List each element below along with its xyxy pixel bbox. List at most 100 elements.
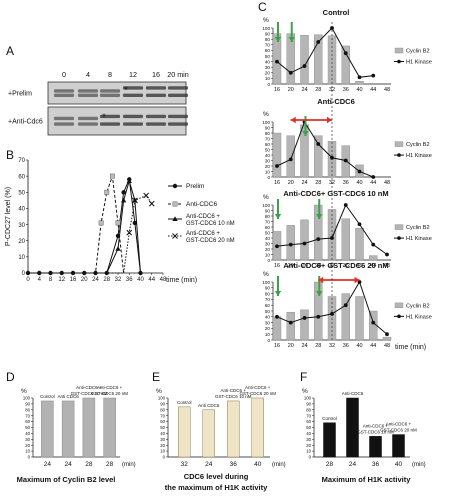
c-xtick-label: 40 <box>356 180 362 186</box>
def-xunit: (min) <box>272 462 286 468</box>
def-bar <box>369 436 382 458</box>
def-ytick-label: 70 <box>306 413 311 418</box>
c-ytick-label: 20 <box>265 164 271 169</box>
c-ytick-label: 80 <box>265 214 271 219</box>
b-xtick-label: 8 <box>49 277 53 283</box>
c-point <box>302 64 307 68</box>
c-point <box>343 158 348 163</box>
c-legend-text: H1 Kinase <box>406 314 432 320</box>
c-green-arrow <box>274 22 282 42</box>
blot-star-prelim: * <box>124 85 128 95</box>
blot-band <box>123 122 143 126</box>
c-ytick-label: 90 <box>265 125 271 130</box>
def-ytick-label: 0 <box>163 455 166 460</box>
blot-band <box>146 86 166 90</box>
panel-e-letter: E <box>152 370 161 384</box>
def-bar-label: GST-CDC6 10 nM <box>357 429 394 434</box>
c-xtick-label: 20 <box>288 87 294 93</box>
c-ytick-label: 70 <box>265 136 271 141</box>
c-ytick-label: 90 <box>265 31 271 36</box>
def-ytick-label: 30 <box>306 437 311 442</box>
c-green-arrow <box>288 22 295 42</box>
def-xtick-label: 24 <box>349 461 357 468</box>
c-xtick-label: 48 <box>384 180 390 186</box>
c-xtick-label: 44 <box>370 343 376 349</box>
c-ytick-label: 40 <box>265 59 271 64</box>
def-xtick-label: 28 <box>85 461 93 468</box>
blot-band <box>100 93 120 98</box>
c-xtick-label: 20 <box>288 343 294 349</box>
blot-band <box>78 122 98 126</box>
b-xtick-label: 24 <box>92 277 99 283</box>
c-xtick-label: 16 <box>274 263 280 269</box>
b-point <box>132 220 138 226</box>
c-xtick-label: 28 <box>315 343 321 349</box>
c-ytick-label: 30 <box>265 158 271 163</box>
c-ytick-label: 90 <box>265 286 271 291</box>
b-point-b <box>126 229 133 236</box>
blot-band <box>168 114 188 119</box>
panel-a-letter: A <box>6 44 15 58</box>
c-point <box>371 242 376 247</box>
def-ytick-label: 60 <box>306 419 311 424</box>
blot-band <box>100 122 120 126</box>
def-ytick-label: 90 <box>160 402 165 407</box>
def-bar <box>251 397 264 458</box>
b-point <box>132 197 138 204</box>
c-xtick-label: 16 <box>274 87 280 93</box>
blot-band <box>123 114 143 119</box>
c-ytick-label: 20 <box>265 326 271 331</box>
def-xtick-label: 24 <box>205 461 213 468</box>
c-line <box>276 120 374 178</box>
def-ytick-label: 20 <box>306 443 311 448</box>
c-xtick-label: 44 <box>370 87 376 93</box>
def-bar-label: GST-CDC6 10 nM <box>71 391 108 396</box>
b-series-line <box>28 194 153 274</box>
c-point <box>302 316 307 320</box>
c-ytick-label: 100 <box>262 280 270 285</box>
def-xtick-label: 24 <box>65 461 73 468</box>
def-bar-label: Control <box>40 394 55 399</box>
c-green-arrow-head <box>316 291 323 296</box>
def-ytick-label: 40 <box>306 431 311 436</box>
blot-band <box>146 114 166 119</box>
b-point-b <box>132 197 138 204</box>
def-ytick-label: 60 <box>160 419 165 424</box>
def-ytick-label: 80 <box>25 407 30 412</box>
def-bar <box>61 400 75 458</box>
c-green-arrow <box>274 276 282 296</box>
b-legend-marker <box>172 216 178 221</box>
c-point <box>357 222 362 227</box>
def-xtick-label: 40 <box>395 461 403 468</box>
c-green-arrow-head <box>274 37 282 42</box>
b-ytick-label: 70 <box>18 158 25 164</box>
c-point <box>302 241 307 246</box>
c-xtick-label: 44 <box>370 263 376 269</box>
def-ytick-label: 90 <box>25 402 30 407</box>
def-xunit: (min) <box>412 462 426 468</box>
c-point <box>385 252 389 257</box>
c-red-arrow-head <box>327 116 332 124</box>
panel-f-letter: F <box>300 370 308 384</box>
b-xtick-label: 12 <box>58 277 65 283</box>
b-point <box>126 229 133 236</box>
c-bar <box>369 255 378 261</box>
blot-time-label: 20 min <box>167 70 189 79</box>
def-bar-label: GST-CDC6 20 nM <box>91 391 128 396</box>
c-ytick-label: 0 <box>267 82 270 87</box>
panel-d-letter: D <box>6 370 15 384</box>
c-point <box>316 142 321 146</box>
c-point <box>343 51 348 56</box>
b-point <box>115 220 121 226</box>
c-xtick-label: 28 <box>315 263 321 269</box>
c-point <box>275 164 279 168</box>
b-ytick-label: 20 <box>18 239 25 245</box>
def-ytick-label: 50 <box>25 425 30 430</box>
c-bar <box>341 45 350 85</box>
b-legend-text: Anti-CDC6 <box>186 201 217 208</box>
c-xtick-label: 24 <box>301 180 307 186</box>
c-ytick-label: 10 <box>265 252 271 257</box>
def-yunit: % <box>21 388 27 395</box>
c-xtick-label: 28 <box>315 87 321 93</box>
c-point <box>288 320 293 325</box>
